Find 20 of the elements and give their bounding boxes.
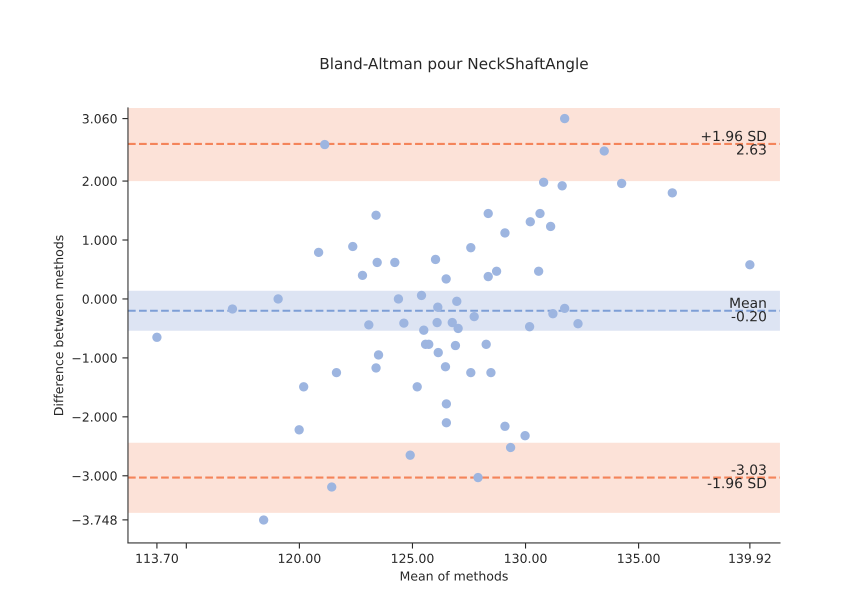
y-tick-label: 2.000 [82,176,117,186]
y-tick-label: −2.000 [72,412,117,422]
ref-line-label: +1.96 SD 2.63 [702,130,766,155]
x-tick-label: 125.00 [392,554,434,564]
y-tick-label: 1.000 [83,235,117,245]
y-tick-label: 3.060 [82,114,117,124]
chart-title: Bland-Altman pour NeckShaftAngle [320,57,588,72]
x-tick-label: 139.92 [729,554,770,564]
x-tick-label: 135.00 [618,554,660,564]
y-tick-label: −1.000 [72,353,117,363]
ref-line-label: -3.03 -1.96 SD [708,464,766,488]
x-tick-label: 120.00 [278,554,320,564]
x-tick-label: 130.00 [505,554,547,564]
x-axis-title: Mean of methods [400,571,508,581]
y-tick-label: −3.748 [72,515,117,525]
y-tick-label: −3.000 [72,471,117,481]
ref-line-label: Mean -0.20 [730,298,766,322]
y-axis-title: Difference between methods [54,235,64,415]
y-tick-label: 0.000 [82,294,117,304]
x-tick-label: 113.70 [136,554,178,564]
